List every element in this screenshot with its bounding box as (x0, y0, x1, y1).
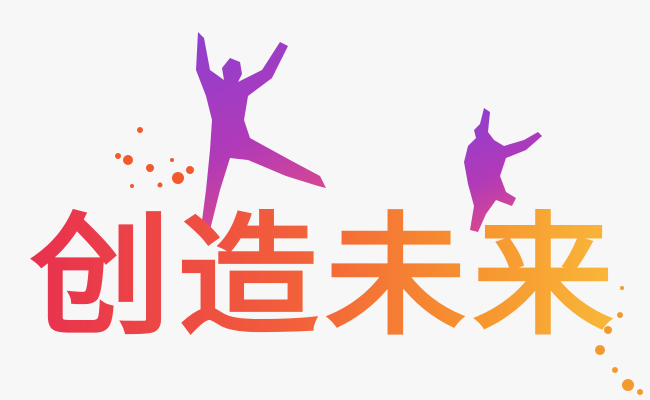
title: 创造未来 (30, 200, 620, 354)
jumping-figure (464, 108, 542, 232)
jumping-figure (196, 32, 326, 238)
splatter-left (115, 127, 194, 188)
splatter-right (595, 286, 643, 395)
